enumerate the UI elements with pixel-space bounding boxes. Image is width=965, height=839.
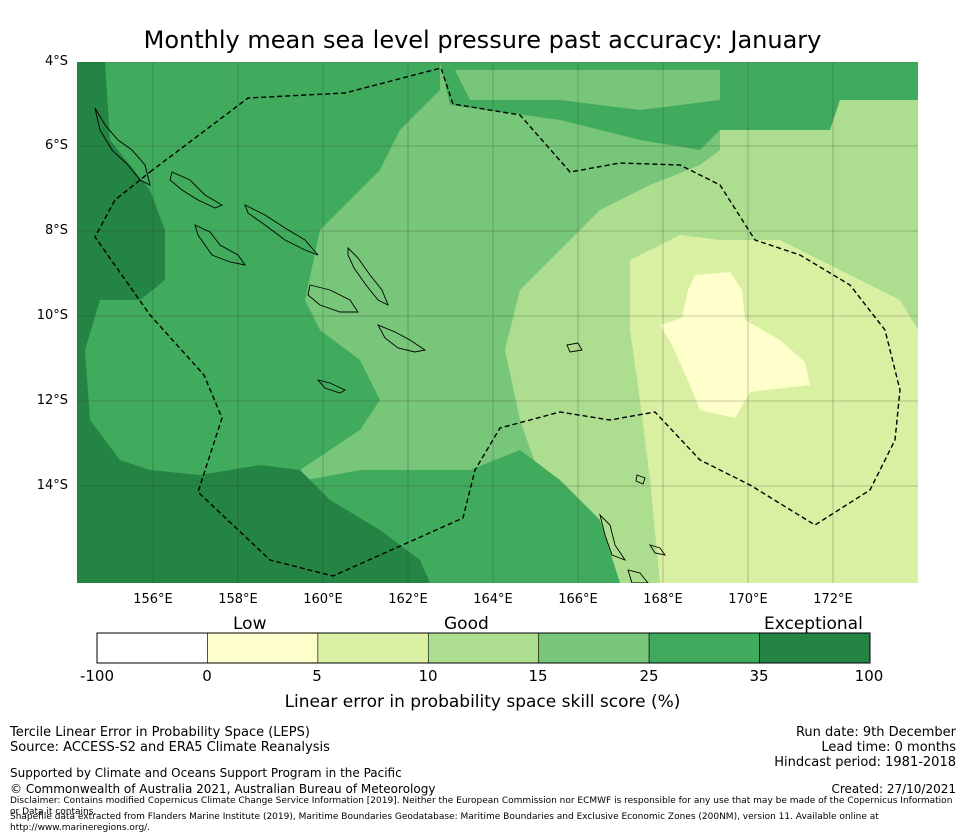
colorbar-segment [538, 632, 650, 664]
island-santa-isabel [244, 204, 319, 256]
island-bougainville [94, 107, 151, 186]
island-rennell [316, 379, 346, 394]
colorbar-segment [427, 632, 540, 664]
footer-disclaimer: Disclaimer: Contains modified Copernicus… [10, 796, 953, 817]
colorbar-tick: 0 [202, 667, 212, 685]
category-low: Low [233, 614, 267, 634]
footer-lead-time: Lead time: 0 months [821, 740, 956, 755]
coastlines [94, 107, 667, 583]
eez-boundary [94, 67, 901, 577]
colorbar-segment [759, 632, 871, 664]
island-choiseul [169, 171, 223, 209]
lon-label-162e: 162°E [388, 592, 428, 607]
footer-method: Tercile Linear Error in Probability Spac… [10, 725, 310, 740]
lat-label-14s: 14°S [36, 478, 68, 493]
skill-map [77, 62, 918, 664]
footer-copyright: © Commonwealth of Australia 2021, Austra… [10, 782, 436, 796]
colorbar-title: Linear error in probability space skill … [284, 692, 681, 712]
island-makira [377, 324, 427, 353]
colorbar-tick: -100 [79, 667, 115, 685]
colorbar-tick: 15 [528, 667, 548, 685]
footer-hindcast: Hindcast period: 1981-2018 [774, 755, 956, 770]
island-vanuatu-2 [648, 544, 667, 556]
lat-label-12s: 12°S [36, 393, 68, 408]
region-exceptional [77, 62, 430, 583]
lon-label-160e: 160°E [303, 592, 343, 607]
colorbar-segment [207, 632, 319, 664]
chart-title: Monthly mean sea level pressure past acc… [143, 26, 822, 54]
footer-created: Created: 27/10/2021 [831, 782, 956, 796]
colorbar [96, 632, 871, 664]
footer-shapefile: Shapefile data extracted from Flanders M… [10, 812, 879, 833]
colorbar-tick: 35 [749, 667, 769, 685]
colorbar-tick: 10 [418, 667, 438, 685]
colorbar-segment [96, 632, 208, 664]
lon-label-170e: 170°E [728, 592, 768, 607]
lat-label-6s: 6°S [44, 138, 68, 153]
colorbar-segment [648, 632, 760, 664]
lon-label-164e: 164°E [473, 592, 513, 607]
lon-label-158e: 158°E [218, 592, 258, 607]
lon-label-166e: 166°E [558, 592, 598, 607]
footer-source: Source: ACCESS-S2 and ERA5 Climate Reana… [10, 740, 330, 755]
lat-label-8s: 8°S [44, 223, 68, 238]
lon-label-172e: 172°E [813, 592, 853, 607]
colorbar-segment [317, 632, 429, 664]
lat-label-4s: 4°S [44, 54, 68, 69]
island-new-georgia [194, 224, 247, 266]
island-vanuatu-1 [599, 513, 627, 561]
colorbar-tick: 100 [854, 667, 884, 685]
category-exceptional: Exceptional [764, 614, 863, 634]
island-santa-cruz [566, 342, 583, 353]
lon-label-168e: 168°E [643, 592, 683, 607]
island-torres [635, 474, 646, 485]
region-low [660, 272, 810, 418]
footer-supported: Supported by Climate and Oceans Support … [10, 766, 402, 780]
footer-run-date: Run date: 9th December [795, 725, 956, 740]
island-vanuatu-3 [627, 569, 649, 583]
colorbar-tick: 5 [312, 667, 322, 685]
category-good: Good [444, 614, 489, 634]
region-top-band-2 [455, 70, 720, 110]
colorbar-frame [96, 632, 871, 664]
region-very-good [77, 62, 440, 520]
island-guadalcanal [307, 284, 359, 313]
lat-label-10s: 10°S [36, 308, 68, 323]
island-malaita [347, 246, 389, 306]
lon-label-156e: 156°E [133, 592, 173, 607]
colorbar-tick: 25 [639, 667, 659, 685]
